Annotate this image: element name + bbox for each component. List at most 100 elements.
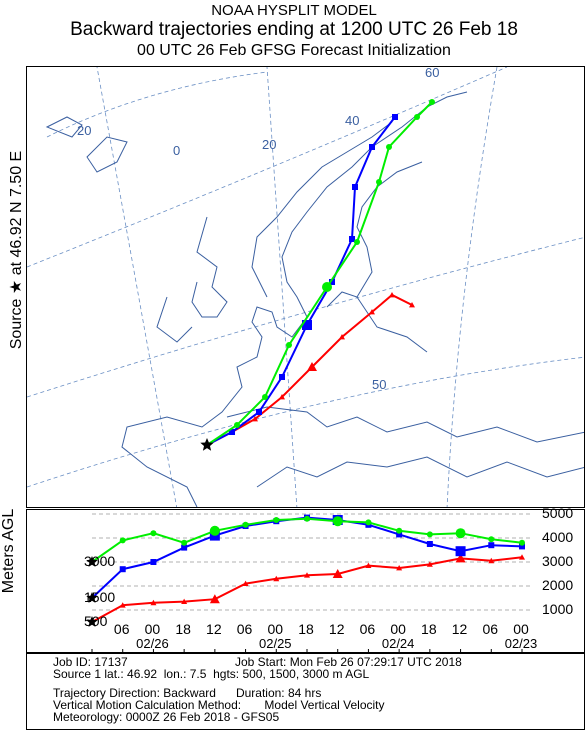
altitude-point (455, 528, 466, 539)
chart-title: Backward trajectories ending at 1200 UTC… (70, 19, 518, 40)
altitude-point (414, 114, 420, 120)
altitude-point (304, 515, 310, 522)
job-info-box: Job ID: 17137 Job Start: Mon Feb 26 07:2… (26, 653, 585, 730)
altitude-point (262, 394, 268, 400)
right-axis-label: 5000 (542, 505, 574, 521)
start-height-label: 1500 (84, 589, 116, 605)
model-title: NOAA HYSPLIT MODEL (211, 2, 377, 19)
altitude-point (150, 599, 157, 606)
altitude-point (354, 239, 360, 245)
graticule (27, 67, 584, 507)
altitude-chart (86, 513, 532, 654)
hour-tick-label: 00 (267, 621, 284, 637)
altitude-point (488, 536, 495, 543)
altitude-point (256, 409, 262, 415)
graticule-labels: 20 0 20 40 60 50 (77, 67, 439, 392)
right-axis-label: 3000 (542, 553, 574, 569)
hour-tick-label: 06 (359, 621, 376, 637)
altitude-point (322, 282, 332, 292)
map-trajectories (200, 99, 435, 451)
altitude-point (242, 521, 249, 528)
altitude-point (392, 114, 398, 120)
source-info: Source 1 lat.: 46.92 lon.: 7.5 hgts: 500… (53, 667, 370, 681)
altitude-series (86, 514, 525, 627)
map-line-1500 (206, 116, 396, 446)
map-source-label: Source ★ at 46.92 N 7.50 E (8, 150, 25, 350)
source-star (86, 592, 98, 603)
map-trajectory-500 (206, 292, 415, 446)
altitude-point (181, 539, 188, 546)
altitude-point (209, 525, 220, 536)
lon-label-e40: 40 (345, 113, 359, 128)
altitude-point (426, 531, 433, 538)
altitude-point (119, 566, 126, 573)
altitude-point (426, 541, 433, 547)
altitude-point (396, 565, 403, 571)
altitude-point (488, 557, 495, 564)
hour-tick-label: 06 (236, 621, 253, 637)
altitude-point (455, 553, 466, 563)
altitude-point (365, 519, 372, 526)
hour-tick-label: 18 (421, 621, 437, 637)
altitude-point (279, 394, 285, 400)
altitude-point (332, 516, 343, 527)
altitude-point (242, 580, 249, 586)
altitude-point (396, 531, 403, 538)
altitude-point (234, 422, 240, 428)
job-id: Job ID: 17137 (53, 655, 128, 669)
altitude-series-500 (86, 553, 525, 627)
trajectory-map: 20 0 20 40 60 50 (26, 66, 585, 508)
lon-label-e20: 20 (262, 137, 276, 152)
hour-tick-label: 00 (513, 621, 529, 637)
map-line-3000 (206, 101, 433, 446)
altitude-point (519, 539, 525, 546)
altitude-point (409, 302, 415, 308)
lon-label-w20: 20 (77, 123, 91, 138)
altitude-line-500 (91, 556, 523, 623)
altitude-axis-label: Meters AGL (0, 508, 17, 594)
altitude-point (369, 309, 375, 315)
meteorology: Meteorology: 0000Z 26 Feb 2018 - GFS05 (53, 710, 280, 724)
altitude-point (229, 429, 235, 435)
altitude-point (455, 546, 466, 557)
source-star (86, 556, 98, 567)
map-canvas: 20 0 20 40 60 50 (27, 67, 584, 507)
altitude-point (349, 236, 355, 242)
date-tick-label: 02/26 (136, 636, 169, 651)
altitude-point (307, 362, 317, 371)
hour-tick-label: 12 (328, 621, 345, 637)
altitude-point (488, 542, 495, 549)
hour-tick-label: 00 (390, 621, 406, 637)
altitude-point (332, 569, 343, 578)
hour-tick-label: 06 (482, 621, 499, 637)
altitude-point (252, 416, 258, 422)
altitude-point (150, 559, 157, 565)
altitude-point (329, 279, 335, 285)
source-star (200, 438, 214, 451)
coastlines (45, 91, 584, 507)
altitude-point (369, 144, 375, 150)
right-axis-label: 1000 (542, 601, 574, 617)
chart-subtitle: 00 UTC 26 Feb GFSG Forecast Initializati… (137, 42, 451, 59)
map-trajectory-3000 (206, 99, 435, 446)
lon-label-e60: 60 (425, 67, 439, 80)
hour-tick-label: 18 (298, 621, 314, 637)
altitude-point (279, 374, 285, 380)
start-height-label: 3000 (84, 553, 116, 569)
altitude-point (386, 144, 392, 150)
altitude-point (365, 562, 372, 568)
start-height-label: 500 (84, 613, 108, 629)
altitude-point (352, 184, 358, 190)
altitude-point (181, 544, 188, 551)
hour-tick-label: 00 (144, 621, 161, 637)
altitude-point (273, 517, 280, 523)
hour-tick-label: 06 (113, 621, 130, 637)
altitude-point (376, 179, 382, 185)
altitude-point (396, 527, 403, 534)
altitude-point (286, 342, 292, 348)
hour-tick-label: 12 (451, 621, 468, 637)
altitude-point (429, 99, 435, 105)
right-axis-label: 4000 (542, 529, 574, 545)
altitude-point (119, 537, 126, 544)
lat-label-50: 50 (372, 377, 386, 392)
